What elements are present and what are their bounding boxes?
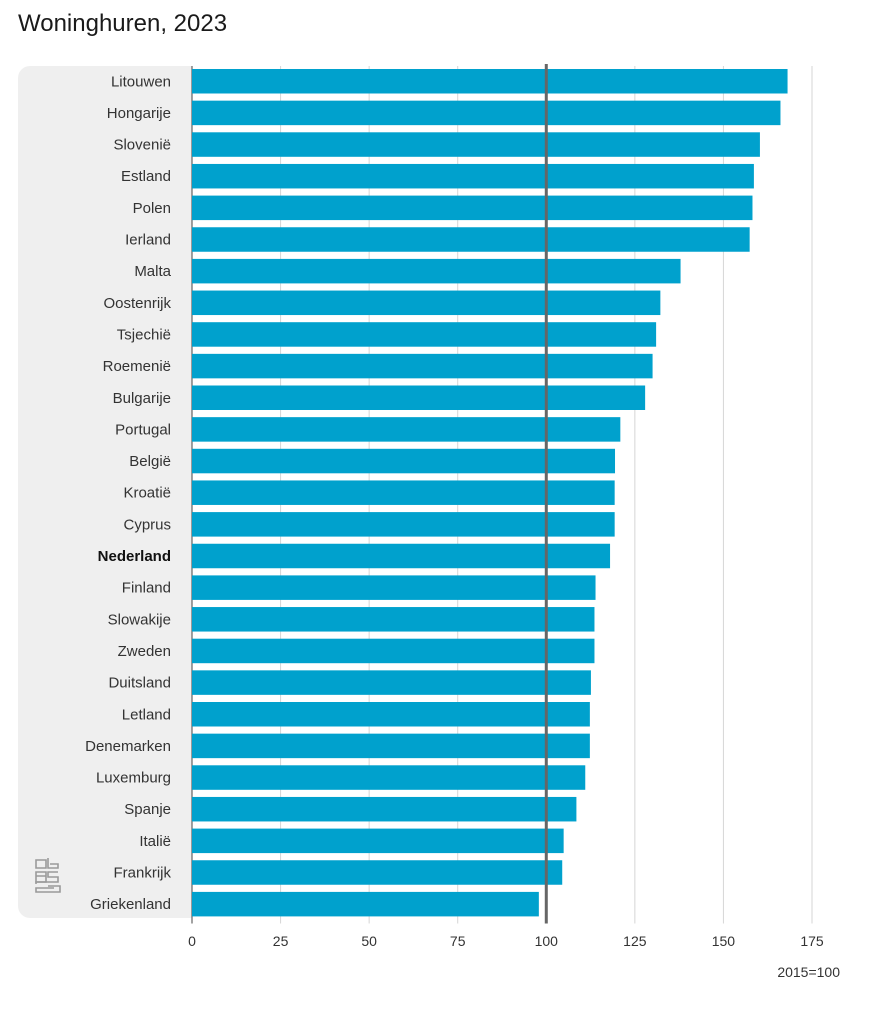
bar [192, 891, 539, 917]
x-tick-label: 175 [800, 933, 824, 949]
category-label: Litouwen [111, 73, 171, 90]
bar [192, 670, 591, 695]
bar [192, 227, 750, 252]
category-label-panel [18, 66, 192, 918]
bar [192, 638, 595, 664]
unit-label: 2015=100 [777, 964, 840, 980]
category-label: Hongarije [107, 105, 171, 122]
category-label: Oostenrijk [103, 295, 171, 312]
bar [192, 702, 590, 727]
bar [192, 733, 590, 759]
bar [192, 575, 596, 600]
category-label: Slowakije [108, 611, 171, 628]
category-label: Roemenië [103, 358, 171, 375]
category-label: België [129, 453, 171, 470]
bar [192, 828, 564, 854]
cbs-logo-icon [35, 858, 61, 893]
bars [192, 69, 788, 917]
bar [192, 385, 646, 410]
bar [192, 480, 615, 505]
category-label: Kroatië [123, 485, 171, 502]
x-tick-label: 100 [535, 933, 559, 949]
category-label: Luxemburg [96, 770, 171, 787]
x-tick-label: 50 [361, 933, 377, 949]
x-axis-ticks: 0 25 50 75 100 125 150 175 [188, 933, 824, 949]
chart-title: Woninghuren, 2023 [18, 10, 228, 37]
category-label: Spanje [124, 801, 171, 818]
category-label: Finland [122, 580, 171, 597]
bar [192, 796, 577, 822]
bar [192, 69, 788, 94]
bar [192, 132, 760, 157]
bar [192, 100, 781, 126]
x-tick-label: 150 [712, 933, 736, 949]
category-label: Slovenië [113, 137, 171, 154]
x-tick-label: 75 [450, 933, 466, 949]
bar [192, 258, 681, 284]
category-label: Estland [121, 168, 171, 185]
x-tick-label: 25 [273, 933, 289, 949]
category-label: Griekenland [90, 896, 171, 913]
category-label: Portugal [115, 421, 171, 438]
category-label: Tsjechië [117, 326, 171, 343]
category-label: Malta [134, 263, 171, 280]
category-label: Italië [139, 833, 171, 850]
bar [192, 322, 657, 347]
bar [192, 860, 563, 885]
bar [192, 543, 611, 569]
bar [192, 607, 595, 632]
category-labels: Litouwen Hongarije Slovenië Estland Polen Ier… [85, 73, 172, 913]
category-label: Frankrijk [113, 865, 171, 882]
category-label: Ierland [125, 232, 171, 249]
bar [192, 417, 621, 442]
category-label: Bulgarije [113, 390, 171, 407]
category-label: Duitsland [108, 675, 171, 692]
bar [192, 512, 615, 537]
bar [192, 765, 586, 790]
x-tick-label: 125 [623, 933, 647, 949]
bar [192, 163, 754, 189]
bar [192, 290, 661, 316]
category-label: Cyprus [123, 516, 171, 533]
category-label: Denemarken [85, 738, 171, 755]
bar [192, 448, 616, 474]
category-label: Nederland [98, 548, 171, 565]
x-tick-label: 0 [188, 933, 196, 949]
bar [192, 195, 753, 221]
bar [192, 353, 653, 379]
category-label: Polen [133, 200, 171, 217]
category-label: Letland [122, 706, 171, 723]
category-label: Zweden [118, 643, 171, 660]
